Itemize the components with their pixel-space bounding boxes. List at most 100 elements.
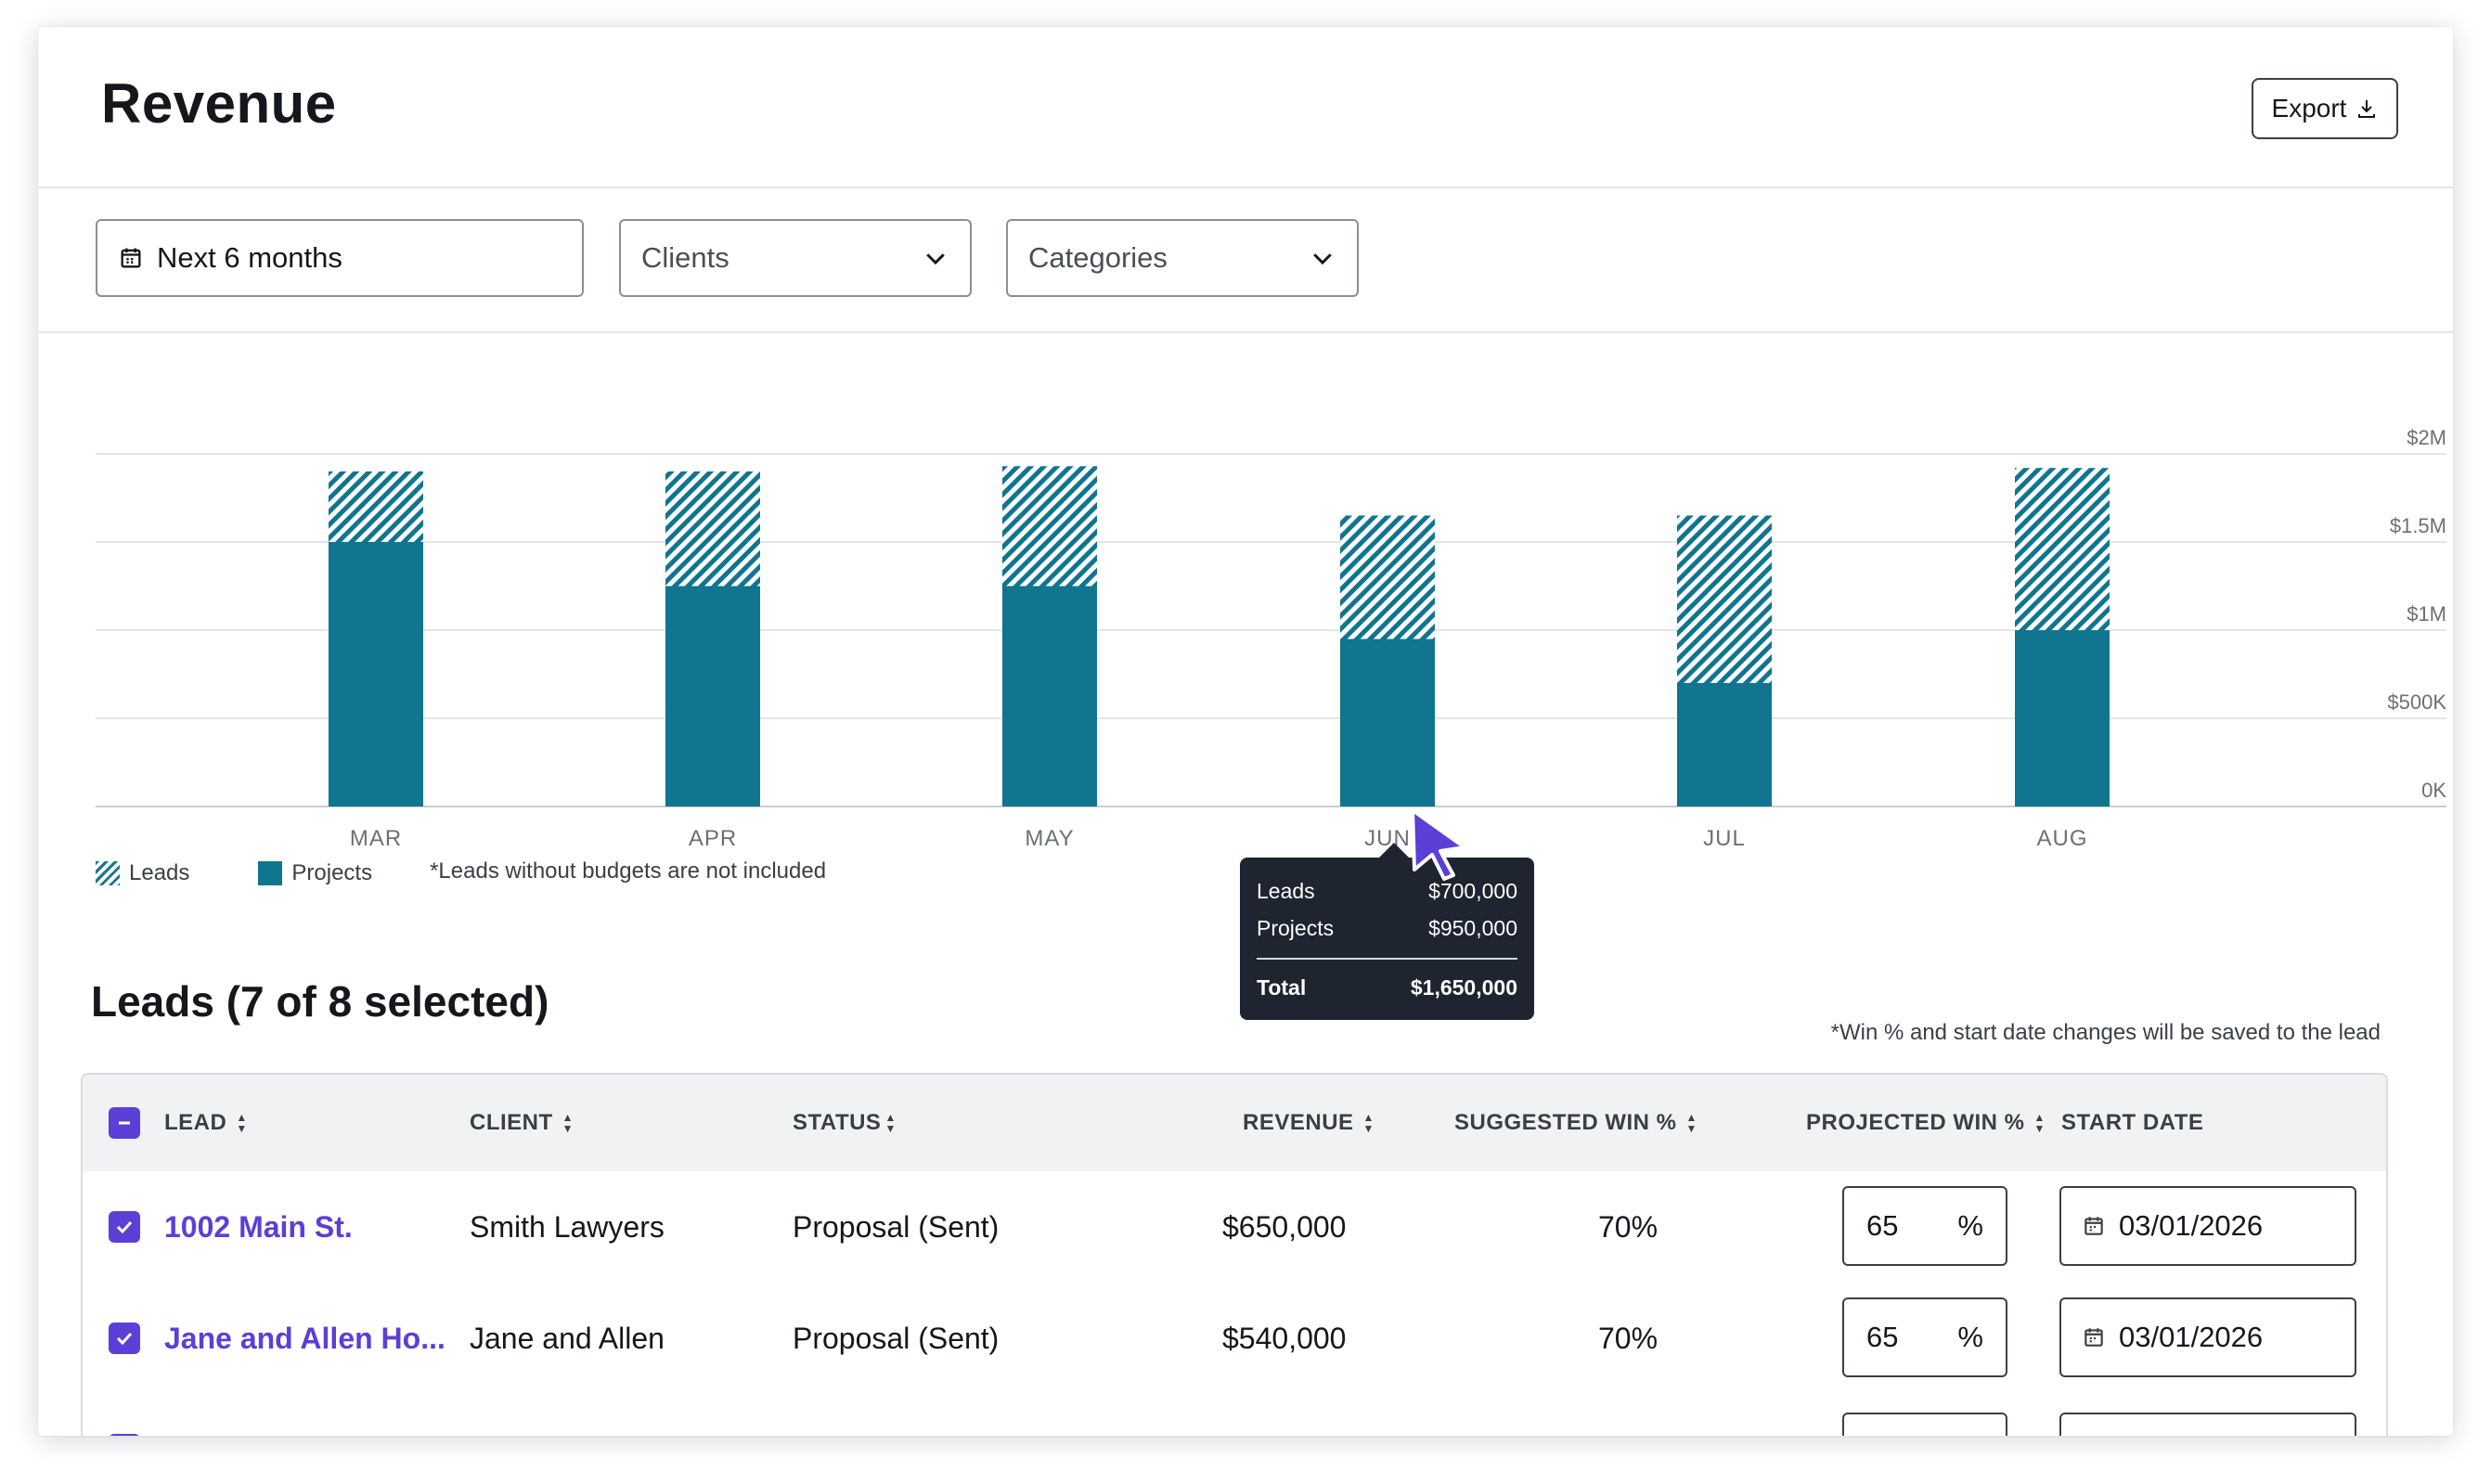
mouse-cursor-icon xyxy=(1411,808,1466,881)
calendar-icon xyxy=(2084,1328,2103,1347)
column-client-label: CLIENT xyxy=(470,1110,553,1135)
y-tick-label: $1M xyxy=(2407,602,2446,626)
column-projected-win[interactable]: PROJECTED WIN % ▲ ▼ xyxy=(1806,1075,2046,1171)
column-start-date: START DATE xyxy=(2061,1075,2203,1171)
leads-table: LEAD ▲ ▼ CLIENT ▲ ▼ STATUS ▲ ▼ REVENUE ▲ ▼ S… xyxy=(81,1073,2388,1436)
legend-projects-label: Projects xyxy=(291,860,373,885)
bar-leads-apr xyxy=(665,471,760,587)
x-tick-label: APR xyxy=(689,826,737,851)
y-tick-label: $500K xyxy=(2387,690,2446,714)
clients-placeholder: Clients xyxy=(641,241,729,274)
status-cell: Proposal (Sent) xyxy=(793,1321,1000,1355)
column-client[interactable]: CLIENT ▲ ▼ xyxy=(470,1075,574,1171)
table-header: LEAD ▲ ▼ CLIENT ▲ ▼ STATUS ▲ ▼ REVENUE ▲ ▼ S… xyxy=(83,1075,2386,1173)
projected-win-value: 65 xyxy=(1866,1321,1899,1353)
bar-leads-may xyxy=(1002,466,1097,587)
tooltip-projects-value: $950,000 xyxy=(1428,915,1517,940)
bar-leads-jul xyxy=(1677,515,1772,683)
column-revenue-label: REVENUE xyxy=(1243,1110,1354,1135)
tooltip-total-row: Total $1,650,000 xyxy=(1257,969,1517,1006)
filters-divider xyxy=(38,331,2453,333)
tooltip-leads-value: $700,000 xyxy=(1428,878,1517,903)
bar-leads-mar xyxy=(329,471,423,542)
start-date-input[interactable] xyxy=(2059,1413,2356,1436)
chart-legend: Leads Projects *Leads without budgets ar… xyxy=(96,858,827,886)
sort-icon: ▲ ▼ xyxy=(884,1111,897,1135)
sort-icon: ▲ ▼ xyxy=(1685,1111,1697,1135)
leads-save-note: *Win % and start date changes will be sa… xyxy=(1830,1020,2381,1045)
bar-projects-may xyxy=(1002,586,1097,807)
categories-placeholder: Categories xyxy=(1028,241,1168,274)
column-lead[interactable]: LEAD ▲ ▼ xyxy=(164,1075,248,1171)
check-icon xyxy=(116,1332,133,1346)
bar-projects-jun xyxy=(1340,639,1435,807)
projected-win-input[interactable]: 65 % xyxy=(1842,1186,2007,1266)
page-title: Revenue xyxy=(101,72,337,135)
clients-select[interactable]: Clients xyxy=(619,219,972,297)
x-tick-label: AUG xyxy=(2036,826,2087,851)
tooltip-divider xyxy=(1257,958,1517,960)
client-cell: Jane and Allen xyxy=(470,1321,665,1355)
sort-icon: ▲ ▼ xyxy=(236,1111,248,1135)
select-all-checkbox[interactable] xyxy=(109,1107,140,1139)
suggested-win-cell: 70% xyxy=(1598,1321,1659,1355)
projected-win-input[interactable]: 65 % xyxy=(1842,1297,2007,1377)
suggested-win-cell: 70% xyxy=(1598,1209,1659,1244)
table-row[interactable]: Jane and Allen Ho... Jane and Allen Prop… xyxy=(83,1283,2386,1396)
column-status[interactable]: STATUS ▲ ▼ xyxy=(793,1075,897,1171)
chevron-down-icon xyxy=(1313,253,1332,265)
export-label: Export xyxy=(2271,94,2347,123)
sort-icon: ▲ ▼ xyxy=(1362,1111,1375,1135)
bar-projects-jul xyxy=(1677,683,1772,807)
legend-leads-label: Leads xyxy=(129,860,190,885)
y-tick-label: 0K xyxy=(2421,779,2446,802)
chart-tooltip: Leads $700,000 Projects $950,000 Total $… xyxy=(1240,843,1534,1020)
row-checkbox[interactable] xyxy=(109,1323,140,1354)
date-range-filter[interactable]: Next 6 months xyxy=(96,219,584,297)
column-projected-win-label: PROJECTED WIN % xyxy=(1806,1110,2025,1135)
tooltip-leads-row: Leads $700,000 xyxy=(1257,872,1517,910)
export-button[interactable]: Export xyxy=(2252,78,2398,139)
column-suggested-win-label: SUGGESTED WIN % xyxy=(1454,1110,1677,1135)
column-status-label: STATUS xyxy=(793,1110,882,1135)
tooltip-projects-row: Projects $950,000 xyxy=(1257,910,1517,947)
row-checkbox[interactable] xyxy=(109,1211,140,1243)
projected-win-value: 65 xyxy=(1866,1209,1899,1242)
calendar-icon xyxy=(121,248,141,268)
x-tick-label: MAR xyxy=(350,826,402,851)
column-revenue[interactable]: REVENUE ▲ ▼ xyxy=(1243,1075,1375,1171)
percent-suffix: % xyxy=(1957,1209,1983,1242)
check-icon xyxy=(116,1220,133,1234)
y-tick-label: $2M xyxy=(2407,426,2446,449)
bar-leads-aug xyxy=(2015,468,2110,630)
bar-projects-aug xyxy=(2015,630,2110,807)
legend-footnote: *Leads without budgets are not included xyxy=(430,858,827,884)
leads-swatch xyxy=(96,861,120,885)
start-date-value: 03/01/2026 xyxy=(2119,1321,2264,1353)
lead-link[interactable]: Jane and Allen Ho... xyxy=(164,1321,445,1355)
start-date-value: 03/01/2026 xyxy=(2119,1209,2264,1242)
table-row[interactable]: 1002 Main St. Smith Lawyers Proposal (Se… xyxy=(83,1171,2386,1284)
y-tick-label: $1.5M xyxy=(2390,514,2446,537)
x-tick-label: MAY xyxy=(1025,826,1074,851)
row-checkbox[interactable] xyxy=(109,1434,140,1436)
revenue-cell: $540,000 xyxy=(1222,1321,1347,1355)
download-icon xyxy=(2358,100,2376,118)
column-start-date-label: START DATE xyxy=(2061,1110,2204,1135)
lead-link[interactable]: 1002 Main St. xyxy=(164,1209,353,1244)
projected-win-input[interactable] xyxy=(1842,1413,2007,1436)
calendar-icon xyxy=(2084,1217,2103,1235)
start-date-input[interactable]: 03/01/2026 xyxy=(2059,1186,2356,1266)
bar-leads-jun xyxy=(1340,515,1435,639)
table-row[interactable] xyxy=(83,1394,2386,1436)
tooltip-leads-label: Leads xyxy=(1257,878,1315,903)
column-suggested-win[interactable]: SUGGESTED WIN % ▲ ▼ xyxy=(1454,1075,1697,1171)
projects-swatch xyxy=(258,861,283,885)
revenue-card: Revenue Export Next 6 months Clients Cat… xyxy=(38,27,2453,1436)
start-date-input[interactable]: 03/01/2026 xyxy=(2059,1297,2356,1377)
categories-select[interactable]: Categories xyxy=(1006,219,1359,297)
minus-icon xyxy=(119,1121,130,1125)
column-lead-label: LEAD xyxy=(164,1110,227,1135)
leads-section-title: Leads (7 of 8 selected) xyxy=(91,977,549,1026)
